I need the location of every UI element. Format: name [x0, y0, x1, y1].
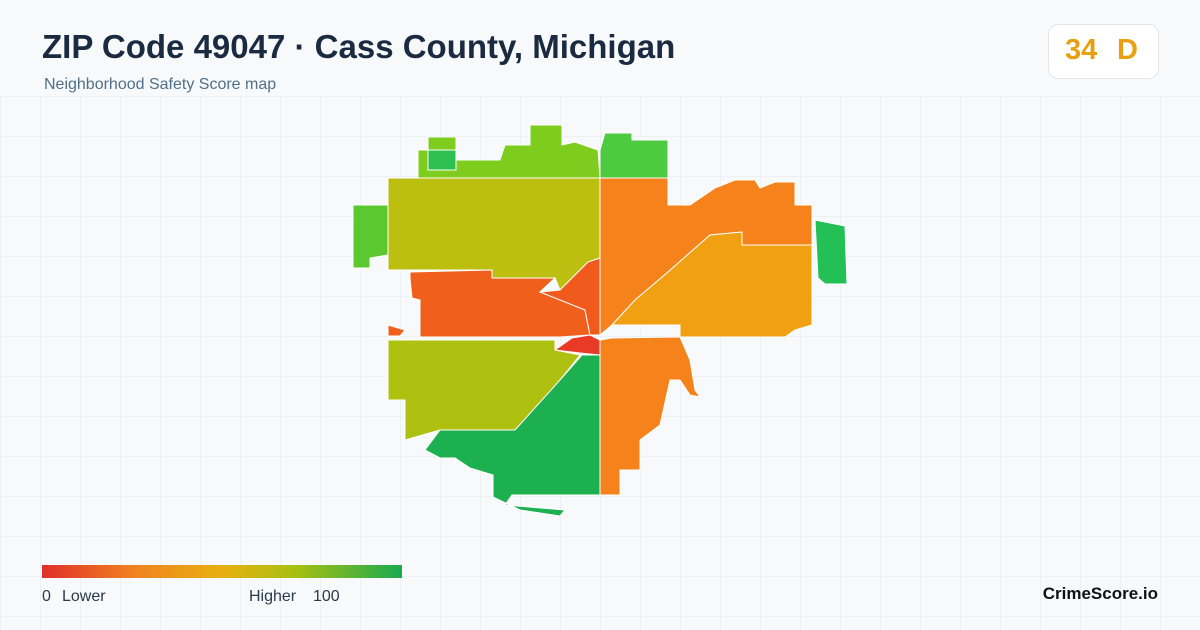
legend-min-label: Lower [62, 588, 106, 605]
grade: D [1117, 34, 1138, 66]
legend-max-label: Higher [249, 588, 297, 605]
score-badge [1048, 24, 1159, 79]
region [424, 354, 601, 517]
brand: CrimeScore.io [1042, 584, 1158, 603]
region [814, 219, 848, 285]
legend-gradient [42, 565, 402, 578]
title: ZIP Code 49047 · Cass County, Michigan [42, 28, 676, 65]
region [599, 132, 669, 179]
region [599, 336, 702, 496]
score: 34 [1065, 34, 1098, 66]
region [539, 257, 601, 336]
subtitle: Neighborhood Safety Score map [44, 76, 277, 93]
legend-min: 0 [42, 588, 51, 605]
zip-regions [352, 124, 848, 517]
region [387, 324, 406, 337]
region [610, 231, 813, 338]
region [417, 124, 601, 179]
region [427, 149, 457, 171]
legend-max: 100 [313, 588, 340, 605]
